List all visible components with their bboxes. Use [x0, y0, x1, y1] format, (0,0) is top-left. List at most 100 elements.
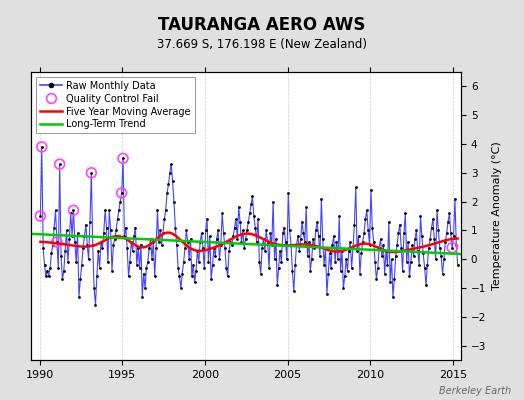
Point — [319, 236, 327, 242]
Point — [452, 242, 461, 248]
Point — [176, 273, 184, 280]
Point — [56, 161, 64, 167]
Point — [104, 259, 112, 265]
Point — [434, 227, 443, 234]
Point — [87, 170, 95, 176]
Point — [207, 276, 215, 282]
Point — [203, 216, 211, 222]
Point — [372, 276, 380, 282]
Point — [301, 239, 309, 245]
Point — [167, 161, 176, 167]
Point — [332, 239, 341, 245]
Point — [294, 233, 302, 239]
Point — [431, 256, 440, 262]
Point — [43, 268, 51, 274]
Point — [185, 256, 193, 262]
Point — [330, 233, 338, 239]
Text: 37.669 S, 176.198 E (New Zealand): 37.669 S, 176.198 E (New Zealand) — [157, 38, 367, 51]
Point — [412, 227, 421, 234]
Point — [216, 242, 225, 248]
Point — [122, 224, 130, 231]
Point — [95, 265, 104, 271]
Point — [420, 265, 429, 271]
Point — [272, 236, 280, 242]
Point — [380, 270, 389, 277]
Point — [422, 282, 430, 288]
Point — [50, 224, 58, 231]
Point — [391, 253, 400, 260]
Point — [390, 276, 399, 282]
Point — [357, 250, 365, 257]
Point — [232, 216, 240, 222]
Point — [210, 244, 218, 251]
Point — [382, 247, 390, 254]
Point — [166, 170, 174, 176]
Point — [131, 224, 139, 231]
Point — [238, 227, 247, 234]
Point — [364, 227, 373, 234]
Point — [426, 236, 434, 242]
Point — [100, 230, 108, 236]
Point — [119, 155, 127, 162]
Point — [383, 262, 391, 268]
Point — [407, 259, 415, 265]
Point — [183, 239, 192, 245]
Point — [448, 244, 456, 251]
Point — [328, 242, 336, 248]
Point — [442, 230, 451, 236]
Point — [42, 273, 50, 280]
Point — [227, 242, 236, 248]
Point — [177, 285, 185, 291]
Point — [193, 247, 202, 254]
Point — [165, 181, 173, 188]
Point — [188, 273, 196, 280]
Point — [405, 273, 413, 280]
Point — [416, 213, 424, 219]
Point — [314, 233, 323, 239]
Point — [115, 207, 123, 214]
Point — [409, 253, 418, 260]
Point — [87, 170, 95, 176]
Point — [287, 242, 295, 248]
Text: Berkeley Earth: Berkeley Earth — [439, 386, 511, 396]
Point — [334, 256, 342, 262]
Point — [226, 239, 235, 245]
Point — [385, 218, 393, 225]
Point — [94, 247, 102, 254]
Point — [65, 236, 73, 242]
Point — [327, 265, 335, 271]
Point — [325, 250, 334, 257]
Point — [411, 236, 419, 242]
Point — [152, 244, 160, 251]
Point — [299, 230, 308, 236]
Point — [75, 294, 83, 300]
Point — [80, 233, 89, 239]
Point — [224, 273, 232, 280]
Point — [178, 270, 187, 277]
Point — [297, 236, 305, 242]
Point — [345, 247, 353, 254]
Point — [113, 216, 122, 222]
Point — [53, 239, 61, 245]
Point — [155, 239, 163, 245]
Point — [220, 230, 228, 236]
Point — [375, 244, 384, 251]
Point — [163, 190, 171, 196]
Point — [153, 207, 161, 214]
Point — [82, 222, 90, 228]
Point — [56, 161, 64, 167]
Point — [445, 210, 454, 216]
Point — [145, 244, 154, 251]
Point — [229, 233, 237, 239]
Point — [69, 207, 78, 214]
Point — [306, 268, 314, 274]
Point — [72, 259, 80, 265]
Point — [324, 270, 332, 277]
Point — [356, 270, 364, 277]
Point — [64, 259, 72, 265]
Point — [268, 242, 276, 248]
Point — [233, 236, 242, 242]
Point — [192, 268, 200, 274]
Point — [423, 262, 432, 268]
Point — [404, 239, 412, 245]
